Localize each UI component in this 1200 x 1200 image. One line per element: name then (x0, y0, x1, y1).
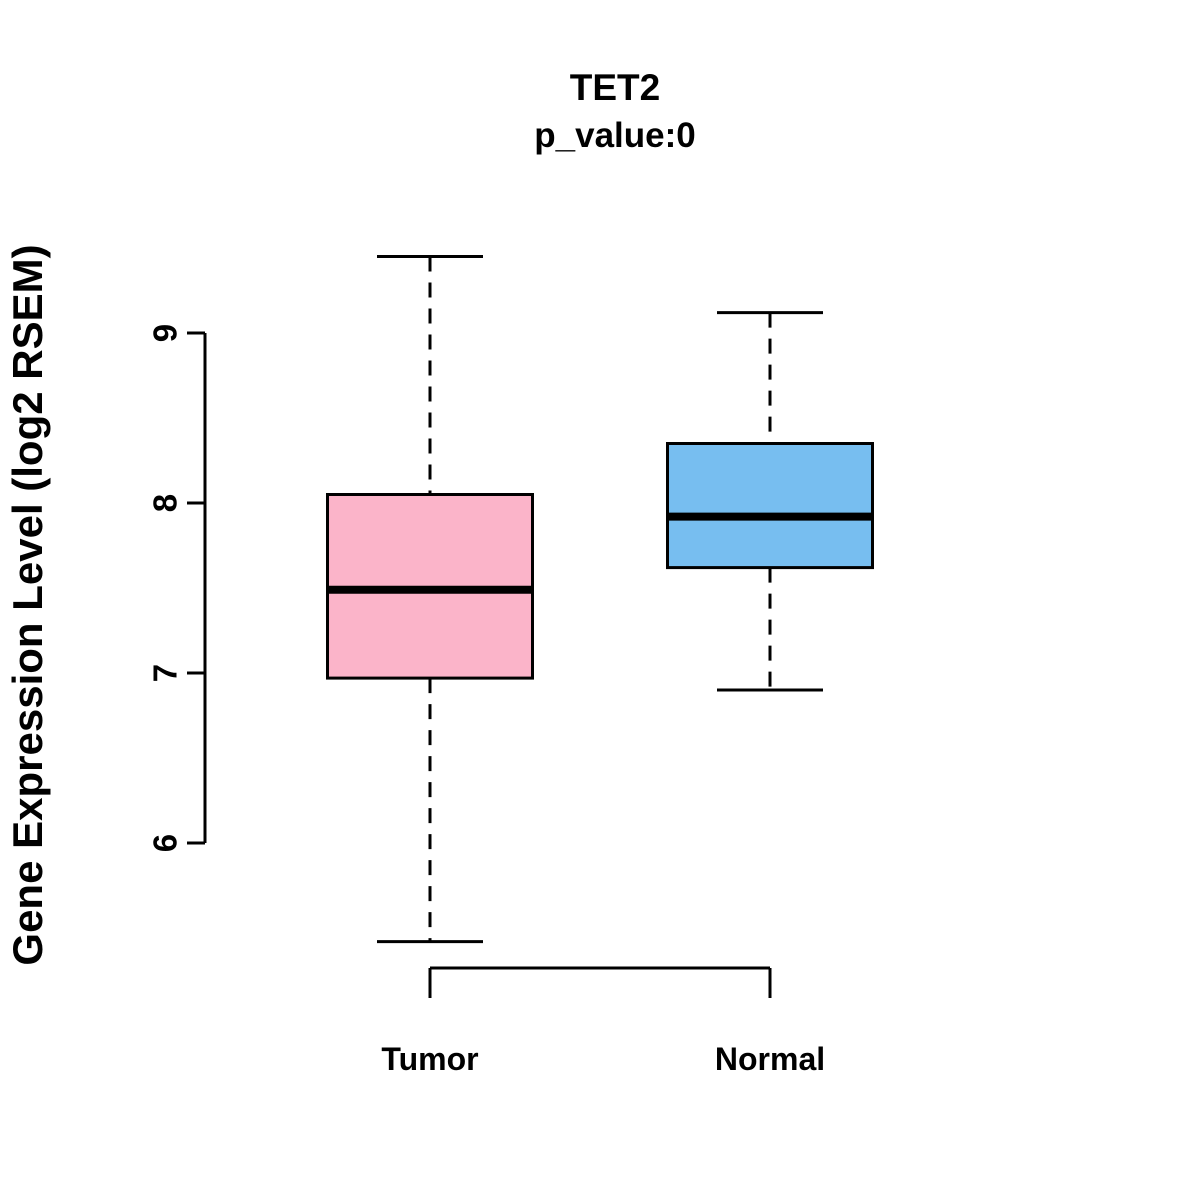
plot-area: 6 7 8 9 Tumor Normal (147, 255, 874, 1077)
y-axis-label: Gene Expression Level (log2 RSEM) (4, 244, 51, 965)
y-tick-label: 6 (147, 834, 184, 852)
y-tick-label: 9 (147, 324, 184, 342)
chart-title: TET2 (570, 67, 660, 108)
normal-box (666, 442, 874, 570)
normal-category-label: Normal (715, 1041, 825, 1077)
chart-subtitle: p_value:0 (534, 116, 695, 155)
y-tick-label: 8 (147, 494, 184, 512)
tumor-category-label: Tumor (381, 1041, 478, 1077)
y-tick-label: 7 (147, 664, 184, 682)
